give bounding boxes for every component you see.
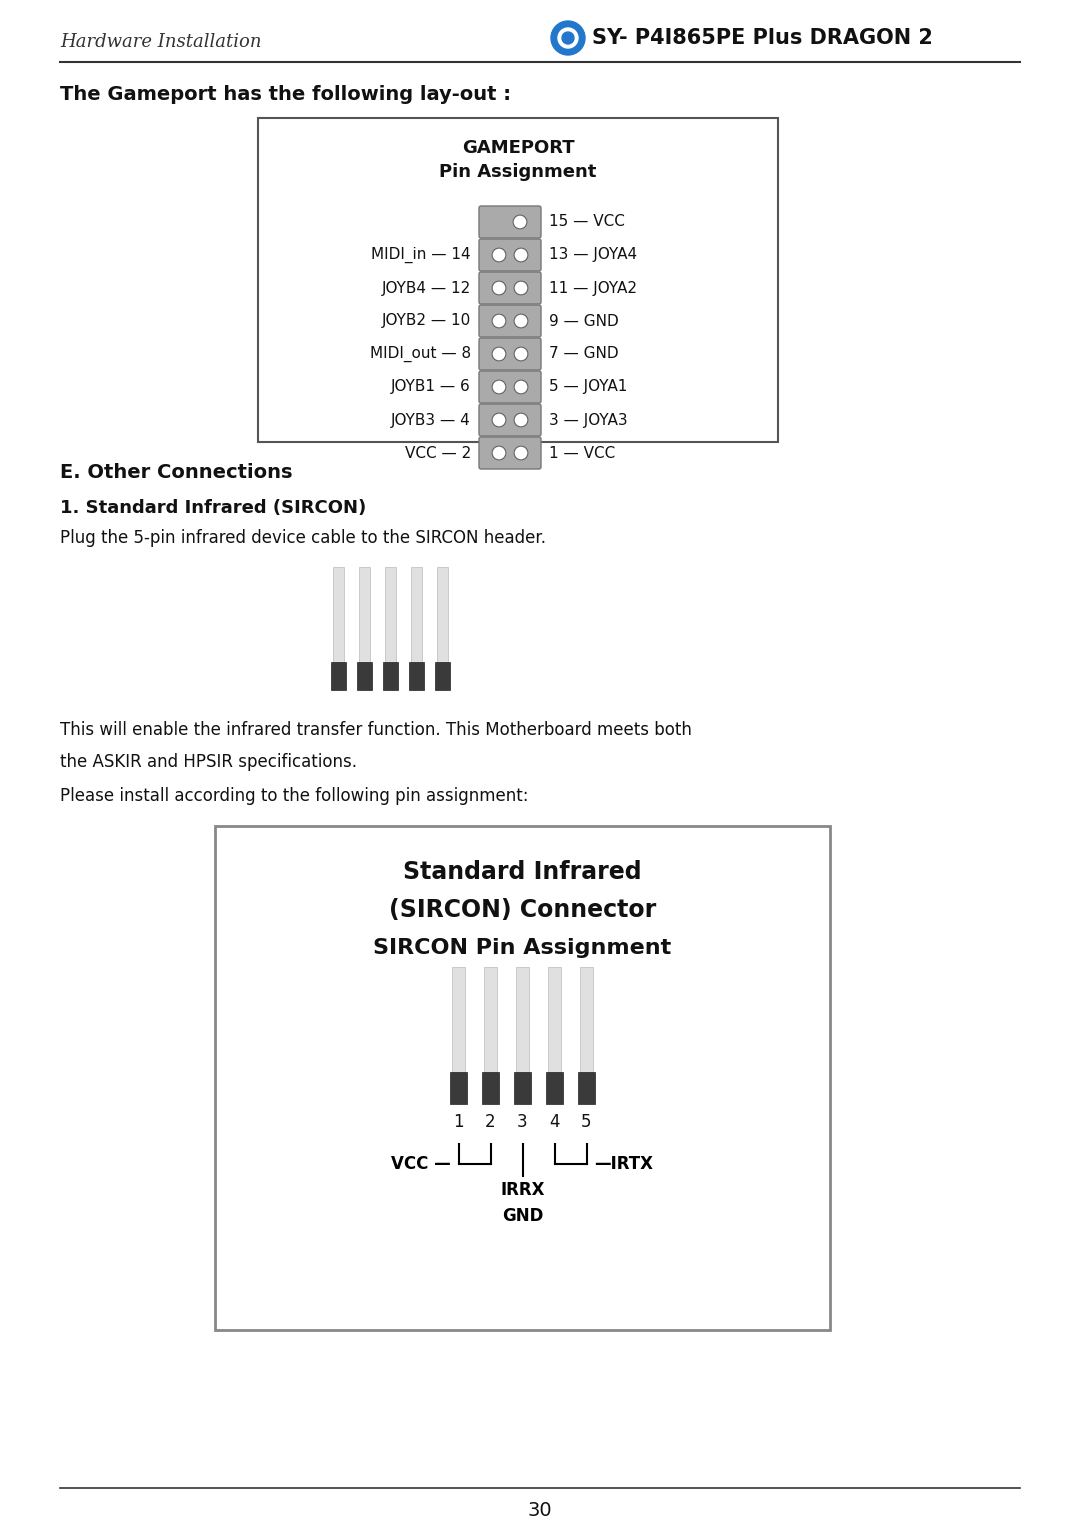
Bar: [516, 967, 529, 1073]
Text: GAMEPORT: GAMEPORT: [461, 139, 575, 157]
Bar: [384, 567, 395, 662]
Text: The Gameport has the following lay-out :: The Gameport has the following lay-out :: [60, 86, 511, 104]
Text: SIRCON Pin Assignment: SIRCON Pin Assignment: [374, 938, 672, 958]
Bar: [258, 118, 778, 442]
Circle shape: [492, 347, 507, 361]
Text: Please install according to the following pin assignment:: Please install according to the followin…: [60, 787, 528, 805]
Circle shape: [492, 446, 507, 460]
Bar: [215, 827, 831, 1329]
Circle shape: [514, 380, 528, 394]
Text: JOYB3 — 4: JOYB3 — 4: [391, 413, 471, 428]
Text: 3: 3: [517, 1112, 528, 1131]
Bar: [333, 567, 343, 662]
Circle shape: [514, 413, 528, 426]
Bar: [453, 967, 465, 1073]
Circle shape: [492, 248, 507, 261]
Circle shape: [514, 446, 528, 460]
Text: 30: 30: [528, 1500, 552, 1519]
Text: MIDI_out — 8: MIDI_out — 8: [369, 345, 471, 362]
Bar: [436, 567, 447, 662]
Text: JOYB1 — 6: JOYB1 — 6: [391, 379, 471, 394]
Text: 5: 5: [581, 1112, 592, 1131]
Text: 1. Standard Infrared (SIRCON): 1. Standard Infrared (SIRCON): [60, 500, 366, 516]
Text: 13 — JOYA4: 13 — JOYA4: [549, 248, 637, 263]
Text: JOYB4 — 12: JOYB4 — 12: [381, 281, 471, 295]
Circle shape: [514, 281, 528, 295]
Text: MIDI_in — 14: MIDI_in — 14: [372, 248, 471, 263]
Circle shape: [562, 32, 573, 44]
Bar: [580, 967, 593, 1073]
Text: Standard Infrared: Standard Infrared: [403, 860, 642, 885]
FancyBboxPatch shape: [480, 371, 541, 403]
Text: 15 — VCC: 15 — VCC: [549, 214, 625, 229]
Text: 4: 4: [550, 1112, 559, 1131]
Bar: [450, 1073, 467, 1105]
Bar: [546, 1073, 563, 1105]
Text: Pin Assignment: Pin Assignment: [440, 163, 596, 180]
Text: 2: 2: [485, 1112, 496, 1131]
Text: E. Other Connections: E. Other Connections: [60, 463, 293, 481]
Text: 5 — JOYA1: 5 — JOYA1: [549, 379, 627, 394]
Text: Plug the 5-pin infrared device cable to the SIRCON header.: Plug the 5-pin infrared device cable to …: [60, 529, 546, 547]
FancyBboxPatch shape: [480, 206, 541, 238]
Text: (SIRCON) Connector: (SIRCON) Connector: [389, 898, 657, 921]
Text: 1: 1: [454, 1112, 463, 1131]
Bar: [548, 967, 561, 1073]
Text: 9 — GND: 9 — GND: [549, 313, 619, 329]
Text: This will enable the infrared transfer function. This Motherboard meets both: This will enable the infrared transfer f…: [60, 721, 692, 740]
Text: VCC — 2: VCC — 2: [405, 446, 471, 460]
Bar: [484, 967, 497, 1073]
Circle shape: [513, 215, 527, 229]
Text: GND: GND: [502, 1207, 543, 1225]
Bar: [330, 662, 346, 691]
Circle shape: [492, 380, 507, 394]
Text: —IRTX: —IRTX: [594, 1155, 653, 1174]
Text: VCC —: VCC —: [391, 1155, 450, 1174]
Bar: [408, 662, 423, 691]
Circle shape: [492, 413, 507, 426]
Bar: [410, 567, 421, 662]
Text: 7 — GND: 7 — GND: [549, 347, 619, 362]
FancyBboxPatch shape: [480, 306, 541, 338]
FancyBboxPatch shape: [480, 437, 541, 469]
Text: 11 — JOYA2: 11 — JOYA2: [549, 281, 637, 295]
FancyBboxPatch shape: [480, 272, 541, 304]
Text: 1 — VCC: 1 — VCC: [549, 446, 616, 460]
Bar: [578, 1073, 595, 1105]
Circle shape: [551, 21, 585, 55]
Bar: [356, 662, 372, 691]
Bar: [482, 1073, 499, 1105]
FancyBboxPatch shape: [480, 238, 541, 270]
Circle shape: [558, 28, 578, 47]
Circle shape: [514, 313, 528, 329]
Bar: [434, 662, 449, 691]
Text: JOYB2 — 10: JOYB2 — 10: [381, 313, 471, 329]
Circle shape: [492, 281, 507, 295]
FancyBboxPatch shape: [480, 338, 541, 370]
Bar: [359, 567, 369, 662]
Text: the ASKIR and HPSIR specifications.: the ASKIR and HPSIR specifications.: [60, 753, 357, 772]
Text: 3 — JOYA3: 3 — JOYA3: [549, 413, 627, 428]
Bar: [514, 1073, 531, 1105]
Circle shape: [492, 313, 507, 329]
Bar: [382, 662, 397, 691]
FancyBboxPatch shape: [480, 403, 541, 435]
Circle shape: [514, 347, 528, 361]
Circle shape: [514, 248, 528, 261]
Text: IRRX: IRRX: [500, 1181, 544, 1199]
Text: SY- P4I865PE Plus DRAGON 2: SY- P4I865PE Plus DRAGON 2: [592, 28, 933, 47]
Text: Hardware Installation: Hardware Installation: [60, 34, 261, 50]
